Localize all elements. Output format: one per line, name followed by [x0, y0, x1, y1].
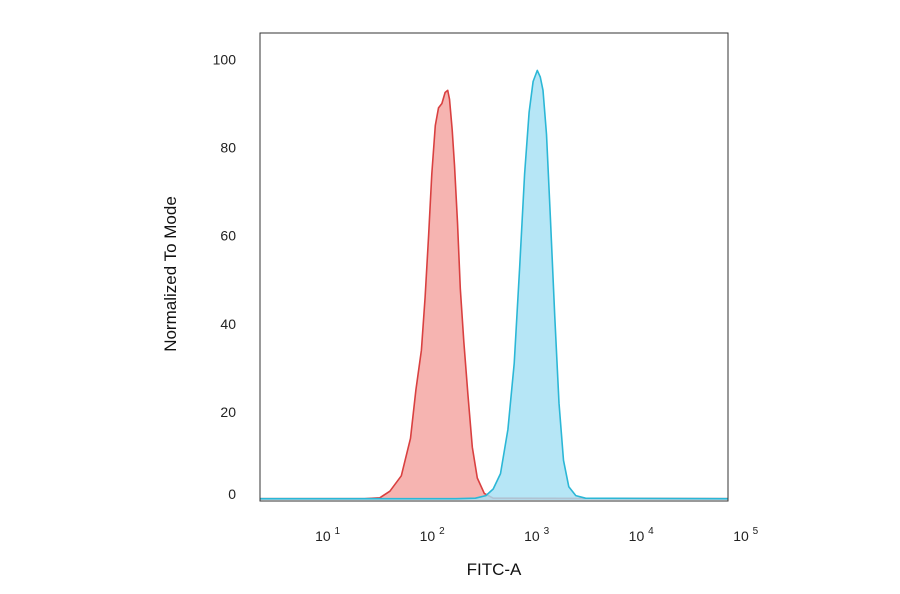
- y-axis-tick-labels: 0 20 40 60 80 100: [213, 51, 237, 502]
- x-tick-label: 10 4: [629, 526, 654, 544]
- y-tick-label: 60: [220, 228, 236, 244]
- x-tick-label: 10 3: [524, 526, 549, 544]
- x-tick-base: 10: [629, 528, 648, 544]
- x-tick-base: 10: [524, 528, 543, 544]
- histogram-series-layer: [260, 69, 729, 501]
- y-axis-title: Normalized To Mode: [161, 196, 180, 352]
- histogram-line-2: [260, 69, 729, 500]
- x-tick-label: 10 1: [315, 526, 340, 544]
- x-axis-title: FITC-A: [467, 560, 522, 579]
- x-tick-exponent: 5: [753, 526, 759, 537]
- x-tick-label: 10 5: [733, 526, 758, 544]
- histogram-fill-2: [260, 70, 728, 501]
- histogram-line-1: [260, 89, 729, 500]
- x-axis-tick-labels: 10 1 10 2 10 3 10 4 10 5: [315, 526, 759, 544]
- y-tick-label: 40: [220, 316, 236, 332]
- x-tick-label: 10 2: [420, 526, 445, 544]
- x-tick-exponent: 1: [335, 526, 341, 537]
- x-tick-exponent: 4: [648, 526, 654, 537]
- plot-area-frame: [259, 32, 729, 502]
- x-tick-base: 10: [315, 528, 334, 544]
- histogram-fill-1: [260, 90, 728, 501]
- x-tick-exponent: 2: [439, 526, 445, 537]
- x-tick-base: 10: [420, 528, 439, 544]
- x-tick-base: 10: [733, 528, 752, 544]
- x-tick-exponent: 3: [544, 526, 550, 537]
- y-tick-label: 0: [228, 486, 236, 502]
- y-tick-label: 80: [220, 140, 236, 156]
- y-tick-label: 100: [213, 51, 237, 67]
- y-tick-label: 20: [220, 404, 236, 420]
